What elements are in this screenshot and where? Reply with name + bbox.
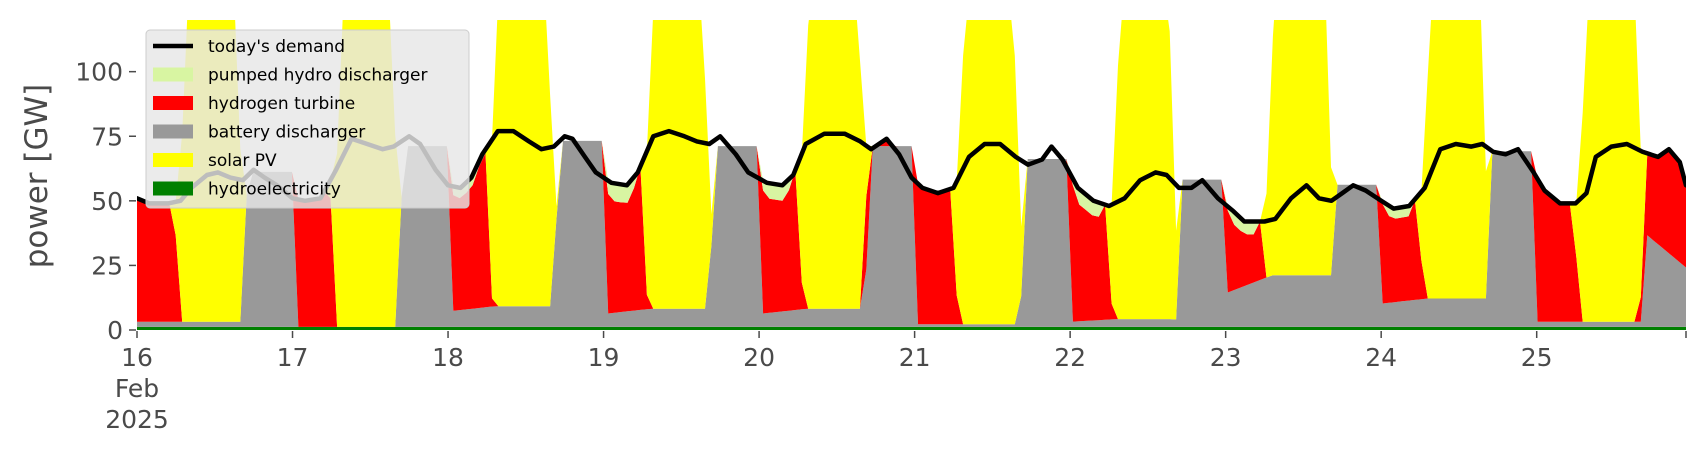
x-tick-label: 25 (1521, 343, 1553, 372)
x-tick-label: Feb (115, 374, 159, 403)
y-axis-label: power [GW] (19, 84, 55, 269)
legend-label: solar PV (208, 151, 277, 171)
x-tick-label: 23 (1210, 343, 1242, 372)
legend-swatch (153, 124, 193, 139)
x-tick-label: 16 (121, 343, 153, 372)
legend-label: today's demand (208, 37, 345, 57)
x-tick-label: 17 (277, 343, 309, 372)
legend-swatch (153, 181, 193, 196)
y-tick-label: 25 (91, 251, 123, 280)
legend: today's demand pumped hydro discharger hyd… (145, 29, 470, 209)
legend-label: battery discharger (208, 123, 365, 143)
x-tick-label: 24 (1365, 343, 1397, 372)
legend-swatch (153, 96, 193, 110)
x-tick-label: 19 (588, 343, 620, 372)
x-tick-label: 20 (743, 343, 775, 372)
y-tick-label: 75 (91, 122, 123, 151)
x-tick-label: 2025 (105, 405, 169, 434)
legend-label: hydrogen turbine (208, 94, 355, 114)
legend-swatch (153, 153, 193, 167)
legend-swatch (153, 67, 193, 82)
legend-label: pumped hydro discharger (208, 66, 427, 86)
y-tick-label: 100 (75, 58, 123, 87)
y-tick-label: 50 (91, 187, 123, 216)
y-tick-label: 0 (107, 316, 123, 345)
legend-label: hydroelectricity (208, 180, 341, 200)
battery-discharger-area (137, 140, 1686, 327)
hydroelectricity-area (137, 326, 1686, 330)
x-tick-label: 21 (899, 343, 931, 372)
solar-pv-area (137, 20, 1686, 327)
legend-box (145, 29, 470, 209)
x-tick-label: 22 (1054, 343, 1086, 372)
stacked-areas (137, 20, 1686, 330)
x-tick-label: 18 (432, 343, 464, 372)
